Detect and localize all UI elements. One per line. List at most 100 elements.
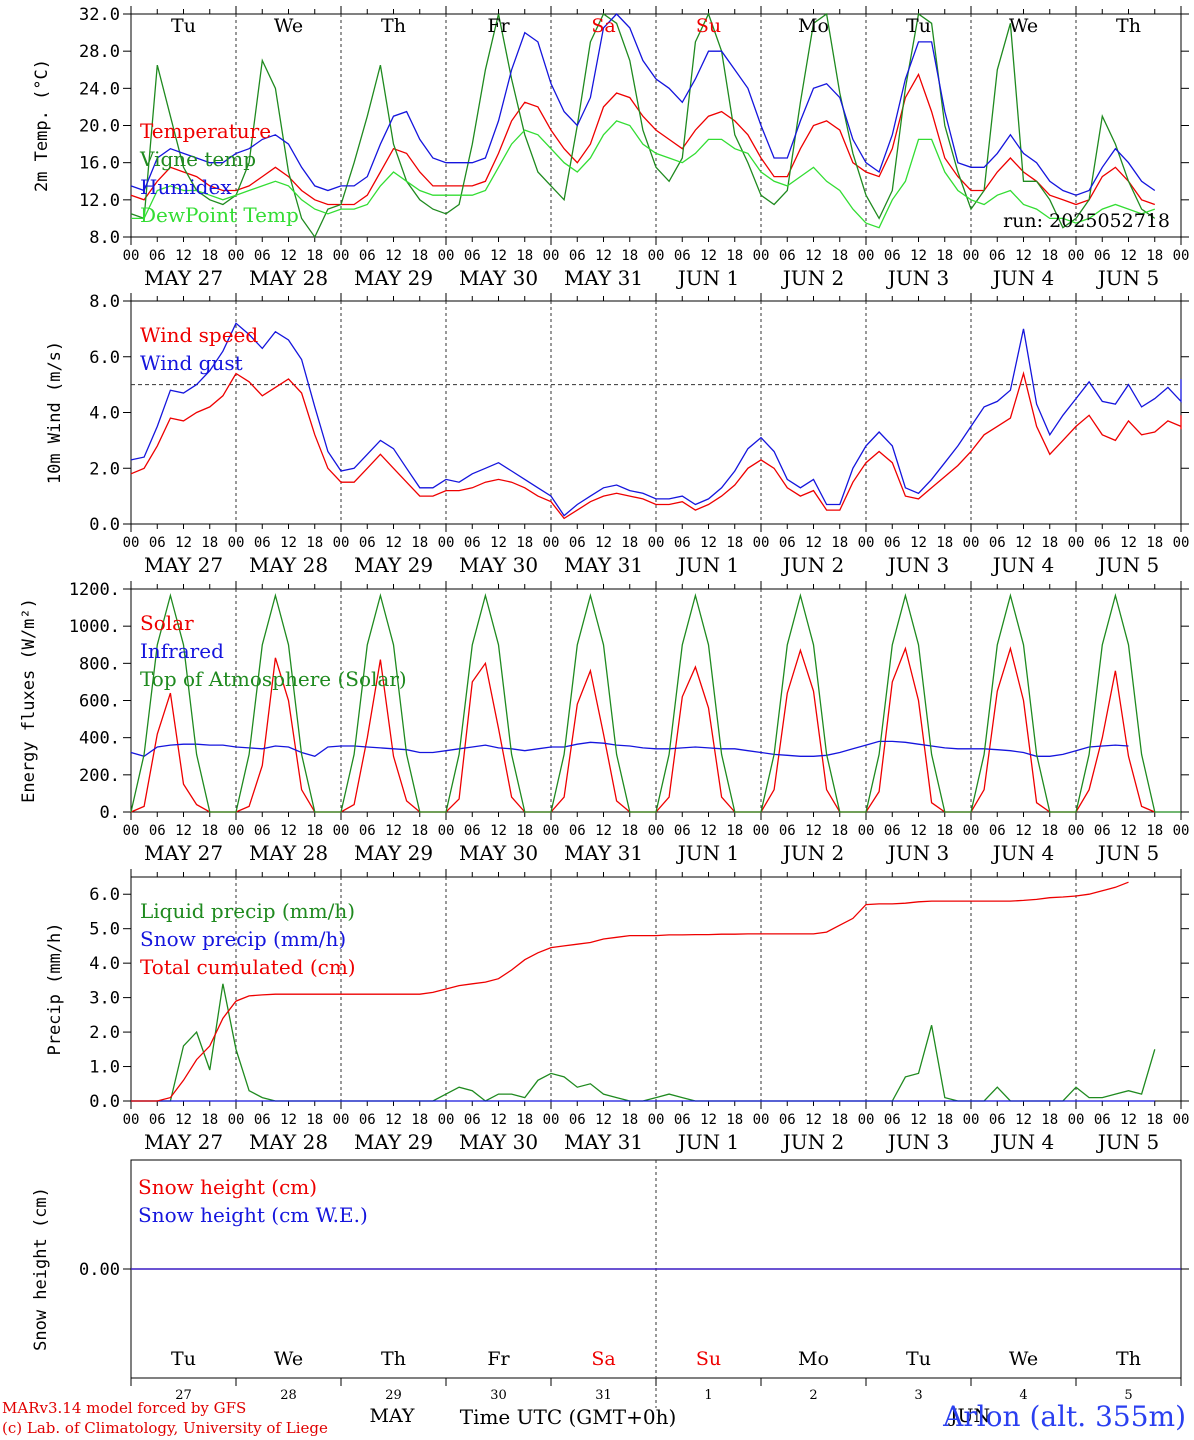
legend-entry: Snow height (cm W.E.) — [138, 1203, 368, 1227]
hour-tick-label: 18 — [411, 248, 428, 264]
date-label: JUN 4 — [991, 266, 1054, 290]
hour-tick-label: 00 — [753, 1112, 770, 1128]
hour-tick-label: 00 — [858, 823, 875, 839]
hour-tick-label: 06 — [884, 1112, 901, 1128]
hour-tick-label: 12 — [175, 1112, 192, 1128]
hour-tick-label: 12 — [490, 1112, 507, 1128]
hour-tick-label: 06 — [149, 535, 166, 551]
hour-tick-label: 18 — [831, 535, 848, 551]
day-number-label: 31 — [595, 1388, 612, 1403]
weekday-label-top: We — [274, 15, 303, 37]
hour-tick-label: 12 — [595, 823, 612, 839]
hour-tick-label: 06 — [989, 823, 1006, 839]
y-tick-label: 400. — [79, 729, 120, 749]
hour-tick-label: 00 — [438, 248, 455, 264]
date-label: JUN 2 — [781, 266, 844, 290]
date-label: JUN 3 — [886, 1130, 949, 1154]
y-tick-label: 24.0 — [79, 79, 120, 99]
hour-tick-label: 12 — [490, 823, 507, 839]
weekday-label-bottom: Mo — [798, 1348, 829, 1370]
model-credit: MARv3.14 model forced by GFS — [2, 1399, 247, 1417]
hour-tick-label: 06 — [149, 1112, 166, 1128]
hour-tick-label: 00 — [333, 248, 350, 264]
hour-tick-label: 18 — [831, 248, 848, 264]
hour-tick-label: 12 — [700, 248, 717, 264]
hour-tick-label: 18 — [831, 823, 848, 839]
y-tick-label: 200. — [79, 766, 120, 786]
hour-tick-label: 00 — [648, 1112, 665, 1128]
hour-tick-label: 06 — [464, 1112, 481, 1128]
hour-tick-label: 00 — [543, 823, 560, 839]
hour-tick-label: 18 — [201, 535, 218, 551]
hour-tick-label: 00 — [858, 1112, 875, 1128]
hour-tick-label: 00 — [753, 248, 770, 264]
hour-tick-label: 18 — [936, 248, 953, 264]
hour-tick-label: 12 — [280, 1112, 297, 1128]
weekday-label-top: Tu — [906, 15, 931, 37]
hour-tick-label: 00 — [1173, 823, 1190, 839]
month-label: JUN — [948, 1405, 990, 1427]
hour-tick-label: 00 — [963, 823, 980, 839]
hour-tick-label: 00 — [648, 535, 665, 551]
hour-tick-label: 06 — [359, 1112, 376, 1128]
hour-tick-label: 18 — [516, 535, 533, 551]
hour-tick-label: 06 — [1094, 248, 1111, 264]
hour-tick-label: 12 — [385, 248, 402, 264]
hour-tick-label: 12 — [280, 535, 297, 551]
hour-tick-label: 06 — [149, 248, 166, 264]
hour-tick-label: 00 — [1173, 1112, 1190, 1128]
hour-tick-label: 00 — [1068, 248, 1085, 264]
hour-tick-label: 12 — [1120, 248, 1137, 264]
day-number-label: 28 — [280, 1388, 297, 1403]
hour-tick-label: 06 — [254, 535, 271, 551]
hour-tick-label: 00 — [648, 248, 665, 264]
date-label: MAY 31 — [564, 1130, 643, 1154]
hour-tick-label: 06 — [989, 248, 1006, 264]
hour-tick-label: 12 — [910, 1112, 927, 1128]
hour-tick-label: 06 — [884, 823, 901, 839]
day-number-label: 4 — [1019, 1388, 1027, 1403]
hour-tick-label: 06 — [779, 1112, 796, 1128]
hour-tick-label: 12 — [175, 248, 192, 264]
legend-entry: Humidex — [140, 175, 232, 199]
hour-tick-label: 18 — [201, 248, 218, 264]
hour-tick-label: 00 — [858, 248, 875, 264]
date-label: JUN 5 — [1096, 1130, 1159, 1154]
hour-tick-label: 12 — [1120, 535, 1137, 551]
hour-tick-label: 06 — [1094, 1112, 1111, 1128]
hour-tick-label: 18 — [726, 823, 743, 839]
date-label: MAY 31 — [564, 266, 643, 290]
hour-tick-label: 00 — [648, 823, 665, 839]
date-label: JUN 4 — [991, 1130, 1054, 1154]
weekday-label-bottom: We — [1009, 1348, 1038, 1370]
hour-tick-label: 06 — [464, 535, 481, 551]
series-line-top-of-atmosphere-solar- — [130, 592, 1181, 813]
date-label: MAY 30 — [459, 841, 538, 865]
date-label: JUN 4 — [991, 553, 1054, 577]
hour-tick-label: 12 — [700, 535, 717, 551]
hour-tick-label: 12 — [175, 823, 192, 839]
hour-tick-label: 18 — [1041, 535, 1058, 551]
hour-tick-label: 06 — [884, 535, 901, 551]
hour-tick-label: 18 — [1146, 535, 1163, 551]
date-label: JUN 2 — [781, 841, 844, 865]
hour-tick-label: 12 — [175, 535, 192, 551]
weekday-label-top: Th — [1116, 15, 1141, 37]
y-tick-label: 1000. — [69, 617, 120, 637]
hour-tick-label: 00 — [963, 1112, 980, 1128]
hour-tick-label: 12 — [280, 823, 297, 839]
hour-tick-label: 06 — [884, 248, 901, 264]
series-line-infrared — [130, 740, 1129, 758]
hour-tick-label: 12 — [805, 1112, 822, 1128]
weekday-label-bottom: We — [274, 1348, 303, 1370]
hour-tick-label: 18 — [936, 1112, 953, 1128]
hour-tick-label: 12 — [280, 248, 297, 264]
hour-tick-label: 00 — [333, 823, 350, 839]
hour-tick-label: 00 — [123, 823, 140, 839]
date-label: MAY 31 — [564, 553, 643, 577]
weekday-label-top: We — [1009, 15, 1038, 37]
weekday-label-bottom: Fr — [487, 1348, 510, 1370]
hour-tick-label: 12 — [385, 535, 402, 551]
weekday-label-top: Mo — [798, 15, 829, 37]
hour-tick-label: 18 — [621, 535, 638, 551]
